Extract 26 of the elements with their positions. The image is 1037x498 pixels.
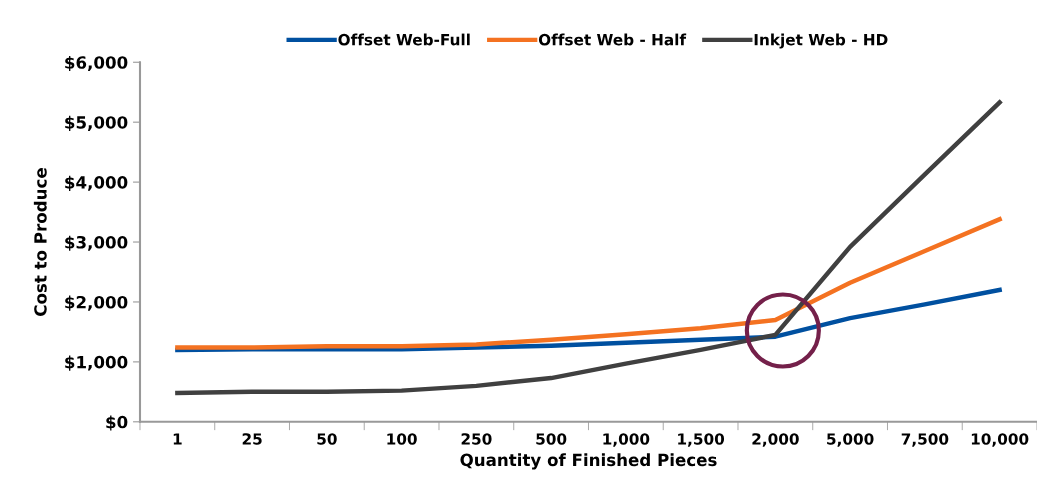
legend-label: Offset Web - Half [538, 33, 687, 46]
x-tick-label: 1,500 [678, 433, 725, 447]
x-tick-label: 100 [387, 433, 417, 445]
legend-label: Inkjet Web - HD [754, 33, 888, 49]
y-tick-label: $0 [106, 415, 128, 431]
x-tick-label: 25 [242, 433, 262, 445]
y-tick-label: $4,000 [65, 175, 128, 191]
y-axis-title: Cost to Produce [33, 168, 47, 316]
line-series [175, 217, 1002, 350]
x-tick-label: 7,500 [901, 433, 949, 447]
line-series [175, 100, 1002, 396]
x-tick-label: 250 [461, 433, 492, 445]
y-tick-label: $3,000 [65, 235, 128, 251]
y-tick-label: $5,000 [65, 115, 128, 131]
x-tick-label: 2,000 [752, 433, 799, 447]
x-tick-label: 500 [536, 433, 567, 445]
x-tick-label: 1 [173, 433, 182, 445]
x-tick-label: 50 [317, 433, 337, 445]
y-tick-label: $2,000 [65, 295, 128, 311]
legend-label: Offset Web-Full [338, 33, 470, 46]
x-axis-title: Quantity of Finished Pieces [460, 453, 717, 470]
x-tick-label: 10,000 [971, 433, 1029, 447]
y-tick-label: $6,000 [65, 55, 128, 72]
x-tick-label: 5,000 [827, 433, 874, 447]
y-tick-label: $1,000 [65, 355, 128, 371]
x-tick-label: 1,000 [603, 433, 650, 447]
